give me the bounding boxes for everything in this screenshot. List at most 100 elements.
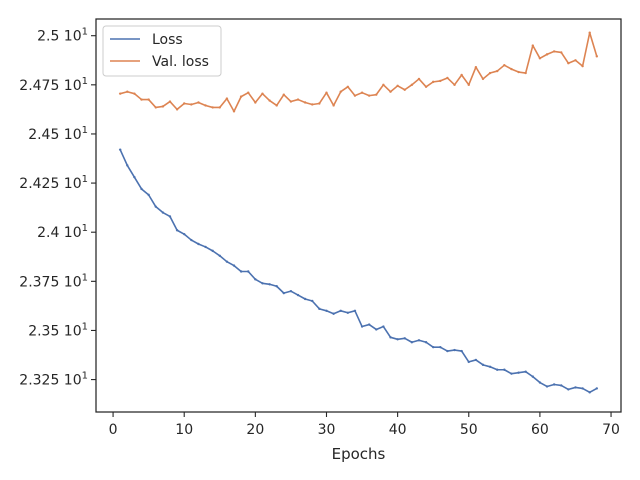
data-point-loss: [531, 375, 534, 378]
data-point-loss: [296, 293, 300, 297]
data-point-val-loss: [531, 44, 534, 47]
data-point-loss: [147, 193, 150, 197]
y-tick-label: 2.475 101: [19, 76, 88, 94]
data-point-loss: [460, 349, 463, 353]
data-point-val-loss: [247, 91, 250, 94]
data-point-loss: [161, 211, 165, 214]
data-point-val-loss: [552, 50, 556, 53]
y-tick-label: 2.45 101: [28, 125, 88, 143]
data-point-loss: [524, 370, 527, 373]
data-point-loss: [424, 341, 428, 344]
series-line-val-loss: [119, 31, 598, 113]
data-point-loss: [360, 325, 364, 328]
data-point-loss: [332, 312, 335, 315]
data-point-loss: [254, 278, 257, 281]
data-point-loss: [403, 337, 406, 340]
data-point-val-loss: [311, 103, 314, 106]
data-point-val-loss: [382, 83, 385, 87]
data-point-loss: [261, 282, 264, 285]
data-point-val-loss: [168, 100, 172, 103]
data-point-val-loss: [204, 104, 207, 107]
data-point-loss: [232, 264, 236, 267]
data-point-loss: [503, 368, 506, 371]
x-tick-label: 60: [531, 422, 549, 438]
data-point-loss: [175, 229, 179, 232]
data-point-val-loss: [289, 100, 293, 103]
series-layer: [118, 31, 599, 394]
data-point-loss: [218, 254, 221, 257]
data-point-val-loss: [211, 106, 214, 109]
data-point-val-loss: [183, 102, 186, 105]
data-point-val-loss: [567, 62, 570, 65]
data-point-val-loss: [161, 105, 165, 108]
data-point-val-loss: [432, 80, 435, 84]
data-point-loss: [275, 285, 278, 288]
data-point-loss: [339, 309, 342, 312]
data-point-loss: [517, 371, 520, 374]
data-point-val-loss: [282, 93, 285, 96]
data-point-loss: [183, 232, 186, 236]
data-point-val-loss: [375, 93, 378, 96]
data-point-val-loss: [488, 71, 492, 75]
data-point-loss: [453, 348, 456, 352]
data-point-val-loss: [126, 90, 129, 93]
data-point-val-loss: [118, 92, 122, 95]
x-tick-label: 30: [318, 422, 336, 438]
data-point-loss: [396, 338, 399, 341]
data-point-val-loss: [154, 106, 157, 109]
data-point-loss: [239, 270, 243, 273]
data-point-val-loss: [147, 98, 150, 101]
data-point-loss: [282, 291, 285, 295]
data-point-loss: [353, 309, 357, 312]
data-point-val-loss: [474, 65, 478, 69]
data-point-val-loss: [503, 63, 506, 67]
data-point-val-loss: [517, 70, 520, 74]
y-tick-label: 2.35 101: [28, 321, 88, 339]
data-point-val-loss: [403, 88, 406, 91]
y-tick-label: 2.5 101: [37, 27, 88, 45]
data-point-val-loss: [325, 91, 328, 94]
y-tick-label: 2.4 101: [37, 223, 88, 241]
data-point-val-loss: [268, 99, 271, 102]
data-point-val-loss: [481, 77, 485, 81]
data-point-loss: [389, 336, 392, 339]
data-point-loss: [417, 339, 421, 342]
data-point-loss: [211, 249, 214, 253]
data-point-loss: [346, 311, 350, 314]
y-tick-label: 2.425 101: [19, 174, 88, 192]
data-point-loss: [474, 358, 478, 362]
data-point-loss: [595, 387, 599, 390]
data-point-val-loss: [389, 90, 392, 93]
data-point-val-loss: [446, 76, 449, 80]
data-point-val-loss: [367, 94, 371, 97]
data-point-val-loss: [545, 53, 549, 56]
x-tick-label: 10: [175, 422, 193, 438]
data-point-val-loss: [218, 106, 221, 109]
data-point-val-loss: [175, 108, 179, 111]
data-point-val-loss: [581, 64, 584, 68]
legend-label-val-loss: Val. loss: [152, 54, 209, 70]
data-point-loss: [410, 341, 414, 344]
data-point-val-loss: [275, 104, 278, 107]
data-point-loss: [289, 289, 293, 293]
data-point-val-loss: [360, 91, 364, 94]
data-point-loss: [225, 260, 229, 263]
plot-frame: [95, 18, 622, 413]
data-point-loss: [140, 187, 143, 191]
data-point-loss: [375, 328, 378, 331]
legend: Loss Val. loss: [102, 25, 222, 77]
data-point-loss: [311, 299, 314, 303]
legend-label-loss: Loss: [152, 32, 183, 48]
data-point-val-loss: [510, 67, 513, 71]
data-point-loss: [432, 345, 435, 349]
data-point-loss: [481, 363, 485, 367]
data-point-loss: [154, 205, 157, 208]
data-point-val-loss: [197, 101, 200, 104]
data-point-val-loss: [353, 94, 357, 97]
data-point-loss: [325, 309, 328, 312]
data-point-val-loss: [424, 85, 428, 88]
data-point-loss: [496, 368, 499, 371]
data-point-val-loss: [417, 77, 421, 81]
data-point-loss: [510, 372, 513, 375]
